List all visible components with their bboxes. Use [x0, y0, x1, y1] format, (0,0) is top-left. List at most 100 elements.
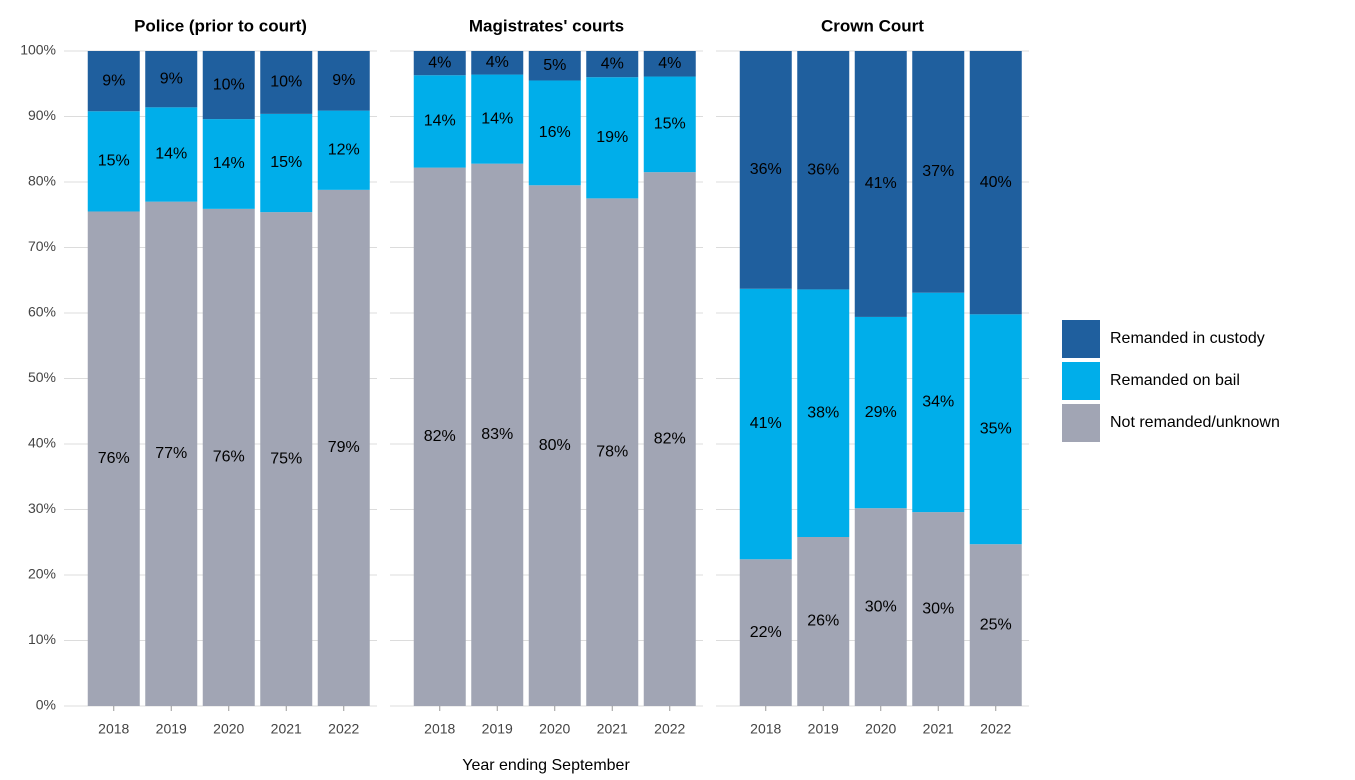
data-label: 75% — [270, 450, 302, 467]
data-label: 34% — [922, 394, 954, 411]
data-label: 25% — [980, 616, 1012, 633]
bar-segment — [912, 292, 965, 513]
y-tick-label: 10% — [28, 631, 56, 647]
bar-segment — [912, 51, 965, 293]
x-axis-label: Year ending September — [462, 757, 630, 774]
x-tick-label: 2019 — [156, 721, 187, 737]
bar-segment — [413, 167, 466, 707]
data-label: 76% — [98, 450, 130, 467]
bar-segment — [969, 51, 1022, 315]
bar-segment — [739, 559, 792, 706]
bar-segment — [471, 163, 524, 706]
data-label: 10% — [213, 76, 245, 93]
data-label: 37% — [922, 163, 954, 180]
bar-segment — [317, 189, 370, 707]
bar-segment — [528, 185, 581, 706]
data-label: 41% — [865, 175, 897, 192]
data-label: 15% — [654, 116, 686, 133]
bar-segment — [87, 111, 140, 212]
y-tick-label: 0% — [36, 697, 56, 713]
x-tick-label: 2021 — [597, 721, 628, 737]
panel-title: Magistrates' courts — [469, 16, 624, 35]
bar-segment — [854, 316, 907, 509]
bar-segment — [528, 51, 581, 81]
bar-segment — [586, 198, 639, 706]
data-label: 83% — [481, 426, 513, 443]
x-tick-label: 2020 — [865, 721, 896, 737]
data-label: 36% — [807, 161, 839, 178]
bar-segment — [643, 76, 696, 173]
bar-segment — [260, 51, 313, 114]
data-label: 4% — [428, 54, 451, 71]
data-label: 82% — [654, 430, 686, 447]
y-tick-label: 30% — [28, 500, 56, 516]
data-label: 36% — [750, 161, 782, 178]
data-label: 14% — [481, 110, 513, 127]
bar-segment — [471, 74, 524, 164]
data-label: 4% — [601, 55, 624, 72]
bar-segment — [797, 51, 850, 290]
data-label: 30% — [865, 598, 897, 615]
data-label: 4% — [486, 54, 509, 71]
bar-segment — [260, 212, 313, 706]
y-tick-label: 20% — [28, 566, 56, 582]
data-label: 82% — [424, 428, 456, 445]
x-tick-label: 2022 — [654, 721, 685, 737]
bar-segment — [797, 289, 850, 538]
bar-segment — [643, 51, 696, 77]
data-label: 14% — [155, 146, 187, 163]
bar-segment — [969, 314, 1022, 545]
legend-label: Remanded on bail — [1110, 372, 1240, 389]
x-tick-label: 2021 — [923, 721, 954, 737]
data-label: 40% — [980, 174, 1012, 191]
bar-segment — [87, 51, 140, 112]
bar-segment — [643, 172, 696, 707]
data-label: 79% — [328, 439, 360, 456]
bar-segment — [854, 51, 907, 317]
y-tick-label: 100% — [20, 42, 56, 58]
x-tick-label: 2020 — [213, 721, 244, 737]
data-label: 10% — [270, 74, 302, 91]
bar-segment — [145, 51, 198, 108]
y-tick-label: 90% — [28, 107, 56, 123]
data-label: 12% — [328, 141, 360, 158]
legend-swatch — [1062, 404, 1100, 442]
bar-segment — [739, 288, 792, 560]
bar-segment — [854, 508, 907, 706]
data-label: 26% — [807, 613, 839, 630]
data-label: 16% — [539, 124, 571, 141]
bar-segment — [586, 51, 639, 78]
bar-segment — [471, 51, 524, 75]
bar-segment — [586, 77, 639, 199]
data-label: 76% — [213, 449, 245, 466]
data-label: 22% — [750, 624, 782, 641]
data-label: 15% — [98, 153, 130, 170]
data-label: 19% — [596, 129, 628, 146]
bar-segment — [912, 512, 965, 706]
legend-swatch — [1062, 320, 1100, 358]
data-label: 35% — [980, 420, 1012, 437]
bar-segment — [528, 80, 581, 186]
data-label: 38% — [807, 404, 839, 421]
x-tick-label: 2022 — [980, 721, 1011, 737]
x-tick-label: 2021 — [271, 721, 302, 737]
bar-segment — [969, 544, 1022, 706]
bar-segment — [413, 51, 466, 76]
y-tick-label: 60% — [28, 304, 56, 320]
bar-segment — [202, 119, 255, 209]
bar-segment — [145, 201, 198, 706]
data-label: 14% — [213, 155, 245, 172]
legend-label: Not remanded/unknown — [1110, 414, 1280, 431]
bar-segment — [202, 208, 255, 707]
y-tick-label: 80% — [28, 173, 56, 189]
data-label: 4% — [658, 55, 681, 72]
x-tick-label: 2022 — [328, 721, 359, 737]
y-tick-label: 50% — [28, 369, 56, 385]
legend-label: Remanded in custody — [1110, 330, 1265, 347]
y-tick-label: 70% — [28, 238, 56, 254]
data-label: 9% — [332, 72, 355, 89]
bar-segment — [317, 110, 370, 190]
x-tick-label: 2018 — [750, 721, 781, 737]
data-label: 78% — [596, 443, 628, 460]
